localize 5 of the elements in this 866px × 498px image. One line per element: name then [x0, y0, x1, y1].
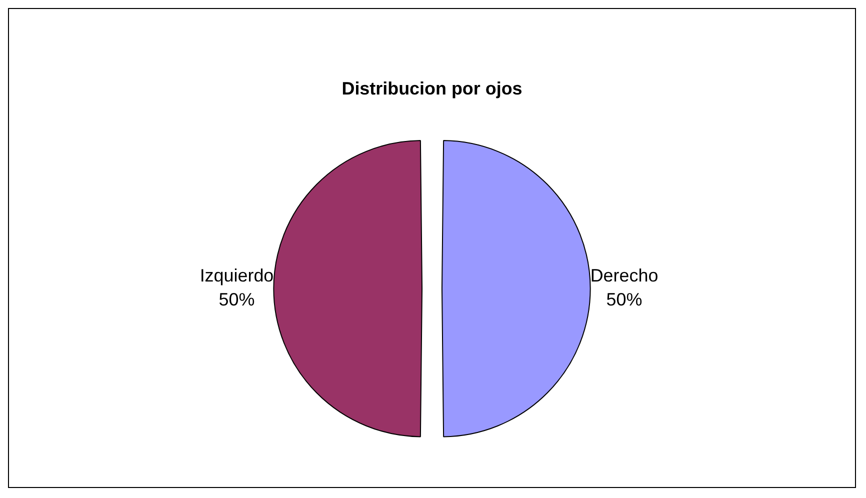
slice-label: Izquierdo: [200, 266, 274, 286]
slice-label: Derecho: [590, 266, 658, 286]
data-label: 50%: [606, 290, 642, 310]
chart-title: Distribucion por ojos: [342, 78, 522, 98]
data-label: 50%: [218, 290, 255, 310]
